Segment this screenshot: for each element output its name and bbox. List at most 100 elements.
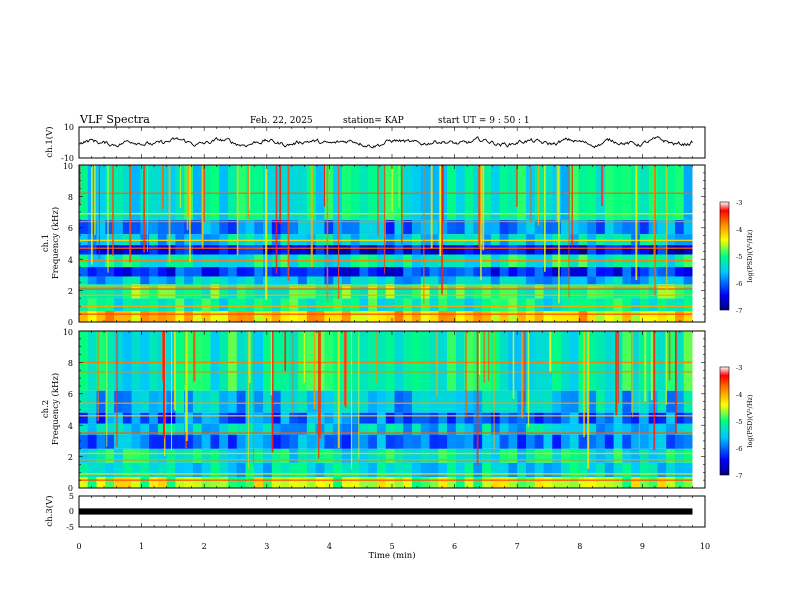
- spectrogram-cell: [131, 311, 141, 322]
- spectrogram-cell: [114, 284, 124, 299]
- spectrogram-cell: [674, 434, 685, 449]
- spectrogram-cell: [490, 423, 501, 435]
- spectrogram-tone-line: [79, 459, 693, 461]
- spectrogram-cell: [639, 423, 650, 435]
- spectrogram-cell: [569, 298, 579, 312]
- spectrogram-cell: [236, 234, 246, 246]
- spectrogram-cell: [639, 267, 650, 277]
- spectrogram-cell: [105, 245, 115, 255]
- spectrogram-cell: [666, 234, 676, 246]
- spectrogram-cell: [525, 234, 536, 246]
- spectrogram-cell: [368, 448, 378, 463]
- spectrogram-cell: [254, 423, 264, 435]
- spectrogram-cell: [578, 298, 588, 312]
- spectrogram-cell: [192, 390, 203, 413]
- spectrogram-cell: [552, 276, 562, 285]
- spectrogram-cell: [192, 412, 203, 424]
- spectrogram-cell: [657, 276, 667, 285]
- spectrogram-cell: [666, 477, 676, 488]
- spectrogram-cell: [394, 390, 404, 413]
- spectrogram-cell: [175, 477, 185, 488]
- spectrogram-cell: [429, 331, 439, 391]
- spectrogram-cell: [587, 276, 597, 285]
- spectrogram-cell: [114, 234, 124, 246]
- spectrogram-cell: [385, 331, 395, 391]
- spectrogram-cell: [578, 448, 588, 463]
- spectrogram-sferic-streak: [638, 331, 640, 456]
- spectrogram-cell: [166, 219, 176, 235]
- spectrogram-cell: [543, 267, 553, 277]
- spectrogram-cell: [639, 434, 650, 449]
- spectrogram-cell: [639, 234, 650, 246]
- spectrogram-sferic-streak: [401, 165, 403, 245]
- spectrogram-cell: [368, 423, 378, 435]
- spectrogram-cell: [587, 477, 597, 488]
- spectrogram-cell: [254, 390, 264, 413]
- spectrogram-cell: [184, 267, 194, 277]
- spectrogram-cell: [298, 267, 308, 277]
- ch2-cb-tick-5: -5: [736, 418, 742, 426]
- spectrogram-cell: [263, 276, 273, 285]
- spectrogram-cell: [569, 234, 579, 246]
- spectrogram-cell: [482, 245, 492, 255]
- spectrogram-cell: [648, 267, 658, 277]
- ch2-colorbar-label: log(PSD)(V²/Hz): [746, 394, 754, 447]
- spectrogram-cell: [604, 477, 614, 488]
- spectrogram-cell: [631, 462, 641, 478]
- spectrogram-sferic-streak: [79, 165, 81, 206]
- spectrogram-cell: [429, 412, 439, 424]
- spectrogram-cell: [455, 311, 466, 322]
- spectrogram-sferic-streak: [537, 165, 540, 226]
- spectrogram-cell: [490, 477, 501, 488]
- spectrogram-cell: [96, 245, 106, 255]
- spectrogram-cell: [263, 234, 273, 246]
- spectrogram-cell: [394, 462, 404, 478]
- spectrogram-cell: [350, 219, 360, 235]
- spectrogram-cell: [192, 165, 203, 220]
- spectrogram-cell: [674, 234, 685, 246]
- spectrogram-cell: [683, 219, 693, 235]
- spectrogram-cell: [473, 219, 483, 235]
- spectrogram-cell: [482, 234, 492, 246]
- spectrogram-sferic-streak: [549, 331, 552, 372]
- spectrogram-cell: [324, 331, 334, 391]
- spectrogram-cell: [87, 284, 97, 299]
- spectrogram-cell: [639, 245, 650, 255]
- spectrogram-cell: [79, 448, 89, 463]
- spectrogram-cell: [289, 311, 299, 322]
- spectrogram-cell: [140, 311, 150, 322]
- spectrogram-cell: [394, 311, 404, 322]
- spectrogram-cell: [464, 245, 474, 255]
- spectrogram-cell: [666, 423, 676, 435]
- spectrogram-cell: [280, 298, 290, 312]
- spectrogram-cell: [490, 234, 501, 246]
- spectrogram-cell: [447, 434, 457, 449]
- spectrogram-cell: [517, 267, 527, 277]
- spectrogram-cell: [385, 165, 395, 220]
- spectrogram-cell: [315, 311, 325, 322]
- spectrogram-cell: [114, 423, 124, 435]
- spectrogram-cell: [561, 331, 571, 391]
- spectrogram-cell: [578, 234, 588, 246]
- spectrogram-cell: [368, 477, 378, 488]
- spectrogram-sferic-streak: [247, 331, 249, 469]
- ch2-ytick-10: 10: [63, 328, 73, 337]
- spectrogram-cell: [359, 276, 369, 285]
- spectrogram-cell: [175, 245, 185, 255]
- spectrogram-cell: [368, 219, 378, 235]
- spectrogram-cell: [622, 276, 632, 285]
- spectrogram-tone-line: [79, 473, 693, 475]
- spectrogram-cell: [420, 245, 430, 255]
- spectrogram-cell: [666, 298, 676, 312]
- spectrogram-cell: [140, 448, 150, 463]
- spectrogram-sferic-streak: [284, 331, 287, 372]
- spectrogram-cell: [289, 423, 299, 435]
- spectrogram-tone-line: [79, 285, 693, 287]
- spectrogram-cell: [639, 477, 650, 488]
- spectrogram-cell: [648, 276, 658, 285]
- spectrogram-cell: [324, 298, 334, 312]
- spectrogram-cell: [315, 245, 325, 255]
- spectrogram-cell: [359, 165, 369, 220]
- spectrogram-cell: [122, 390, 132, 413]
- spectrogram-cell: [648, 165, 658, 220]
